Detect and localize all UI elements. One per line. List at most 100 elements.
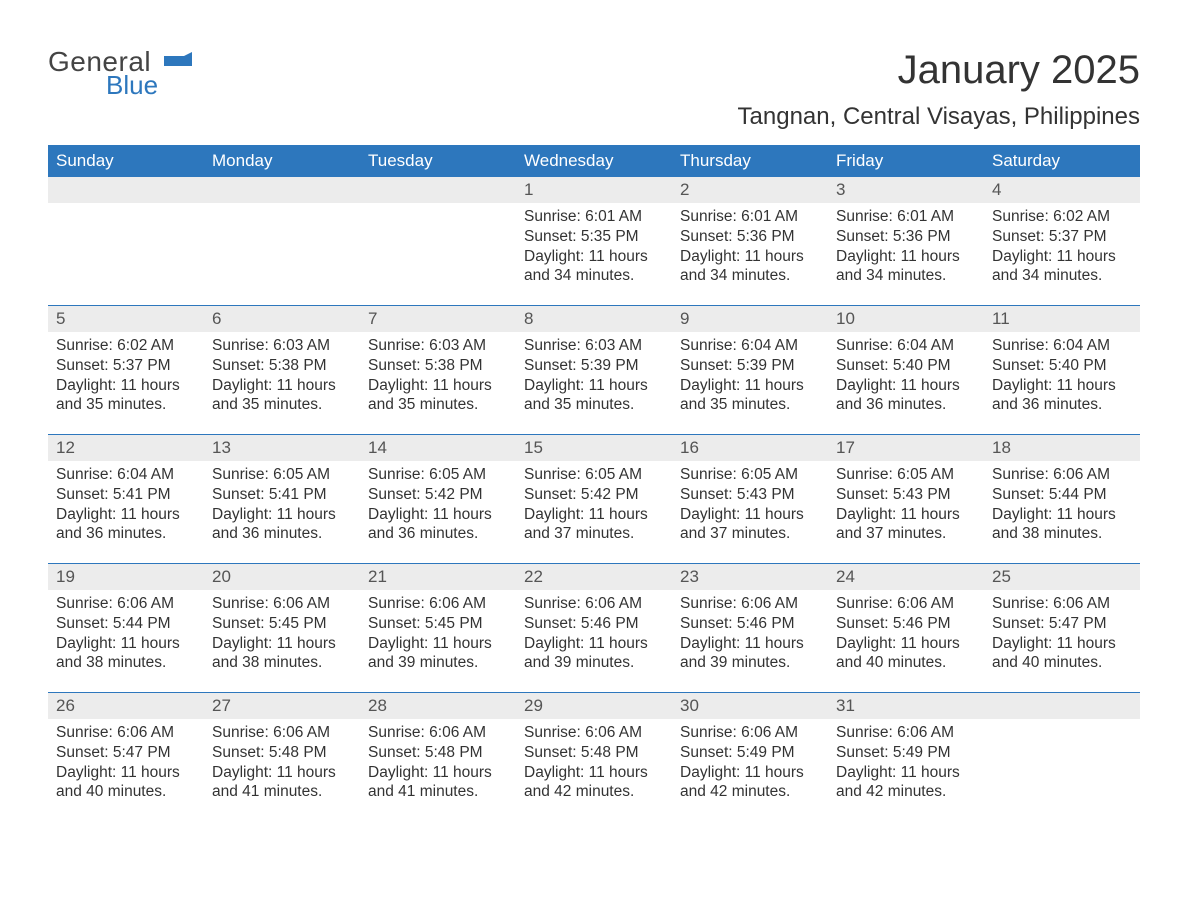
day-cell: 31Sunrise: 6:06 AMSunset: 5:49 PMDayligh… xyxy=(828,693,984,821)
day-number-bar: 30 xyxy=(672,693,828,719)
day-body: Sunrise: 6:04 AMSunset: 5:39 PMDaylight:… xyxy=(672,332,828,419)
sunset-text: Sunset: 5:41 PM xyxy=(212,485,352,505)
day-cell: 14Sunrise: 6:05 AMSunset: 5:42 PMDayligh… xyxy=(360,435,516,563)
logo: General Blue xyxy=(48,48,198,98)
sunrise-text: Sunrise: 6:05 AM xyxy=(680,465,820,485)
day-number: 12 xyxy=(56,438,75,457)
daylight-text: Daylight: 11 hours and 37 minutes. xyxy=(836,505,976,545)
sunrise-text: Sunrise: 6:06 AM xyxy=(992,594,1132,614)
day-body: Sunrise: 6:05 AMSunset: 5:43 PMDaylight:… xyxy=(828,461,984,548)
week-row: 1Sunrise: 6:01 AMSunset: 5:35 PMDaylight… xyxy=(48,177,1140,305)
day-body: Sunrise: 6:06 AMSunset: 5:44 PMDaylight:… xyxy=(48,590,204,677)
title-block: January 2025 Tangnan, Central Visayas, P… xyxy=(738,48,1140,139)
day-number: 9 xyxy=(680,309,689,328)
sunset-text: Sunset: 5:46 PM xyxy=(680,614,820,634)
day-cell: 6Sunrise: 6:03 AMSunset: 5:38 PMDaylight… xyxy=(204,306,360,434)
sunset-text: Sunset: 5:44 PM xyxy=(992,485,1132,505)
day-cell: 30Sunrise: 6:06 AMSunset: 5:49 PMDayligh… xyxy=(672,693,828,821)
day-number: 7 xyxy=(368,309,377,328)
daylight-text: Daylight: 11 hours and 38 minutes. xyxy=(212,634,352,674)
day-number: 20 xyxy=(212,567,231,586)
day-cell: 17Sunrise: 6:05 AMSunset: 5:43 PMDayligh… xyxy=(828,435,984,563)
sunset-text: Sunset: 5:49 PM xyxy=(836,743,976,763)
day-number-bar: 5 xyxy=(48,306,204,332)
day-cell: 2Sunrise: 6:01 AMSunset: 5:36 PMDaylight… xyxy=(672,177,828,305)
day-number: 11 xyxy=(992,309,1010,328)
sunrise-text: Sunrise: 6:06 AM xyxy=(56,594,196,614)
day-cell xyxy=(360,177,516,305)
sunset-text: Sunset: 5:36 PM xyxy=(680,227,820,247)
sunrise-text: Sunrise: 6:02 AM xyxy=(56,336,196,356)
day-number: 31 xyxy=(836,696,855,715)
day-body: Sunrise: 6:06 AMSunset: 5:46 PMDaylight:… xyxy=(516,590,672,677)
sunrise-text: Sunrise: 6:04 AM xyxy=(992,336,1132,356)
sunset-text: Sunset: 5:36 PM xyxy=(836,227,976,247)
sunset-text: Sunset: 5:45 PM xyxy=(212,614,352,634)
day-body: Sunrise: 6:06 AMSunset: 5:46 PMDaylight:… xyxy=(672,590,828,677)
sunset-text: Sunset: 5:40 PM xyxy=(992,356,1132,376)
day-body: Sunrise: 6:06 AMSunset: 5:45 PMDaylight:… xyxy=(360,590,516,677)
day-number-bar: 8 xyxy=(516,306,672,332)
day-cell: 13Sunrise: 6:05 AMSunset: 5:41 PMDayligh… xyxy=(204,435,360,563)
day-body: Sunrise: 6:01 AMSunset: 5:35 PMDaylight:… xyxy=(516,203,672,290)
daylight-text: Daylight: 11 hours and 37 minutes. xyxy=(524,505,664,545)
day-cell: 7 Sunrise: 6:03 AMSunset: 5:38 PMDaylight… xyxy=(360,306,516,434)
sunset-text: Sunset: 5:48 PM xyxy=(368,743,508,763)
day-body: Sunrise: 6:02 AMSunset: 5:37 PMDaylight:… xyxy=(48,332,204,419)
daylight-text: Daylight: 11 hours and 39 minutes. xyxy=(524,634,664,674)
sunrise-text: Sunrise: 6:06 AM xyxy=(836,594,976,614)
day-number-bar: 2 xyxy=(672,177,828,203)
day-cell: 16Sunrise: 6:05 AMSunset: 5:43 PMDayligh… xyxy=(672,435,828,563)
day-number-bar: 3 xyxy=(828,177,984,203)
day-body: Sunrise: 6:03 AMSunset: 5:38 PMDaylight:… xyxy=(204,332,360,419)
day-body: Sunrise: 6:05 AMSunset: 5:41 PMDaylight:… xyxy=(204,461,360,548)
sunrise-text: Sunrise: 6:04 AM xyxy=(56,465,196,485)
day-of-week-header: Monday xyxy=(204,145,360,177)
page-header: General Blue January 2025 Tangnan, Centr… xyxy=(48,48,1140,139)
sunrise-text: Sunrise: 6:01 AM xyxy=(836,207,976,227)
sunrise-text: Sunrise: 6:05 AM xyxy=(212,465,352,485)
sunrise-text: Sunrise: 6:05 AM xyxy=(368,465,508,485)
day-body: Sunrise: 6:06 AMSunset: 5:47 PMDaylight:… xyxy=(48,719,204,806)
sunrise-text: Sunrise: 6:06 AM xyxy=(836,723,976,743)
day-number-bar: 14 xyxy=(360,435,516,461)
flag-icon xyxy=(164,52,198,79)
day-number-bar: 28 xyxy=(360,693,516,719)
day-cell xyxy=(204,177,360,305)
sunset-text: Sunset: 5:47 PM xyxy=(56,743,196,763)
day-number-bar: 21 xyxy=(360,564,516,590)
day-body: Sunrise: 6:05 AMSunset: 5:42 PMDaylight:… xyxy=(516,461,672,548)
sunset-text: Sunset: 5:40 PM xyxy=(836,356,976,376)
sunset-text: Sunset: 5:38 PM xyxy=(368,356,508,376)
day-number-bar: 17 xyxy=(828,435,984,461)
sunrise-text: Sunrise: 6:02 AM xyxy=(992,207,1132,227)
day-body: Sunrise: 6:04 AMSunset: 5:41 PMDaylight:… xyxy=(48,461,204,548)
day-number: 30 xyxy=(680,696,699,715)
sunset-text: Sunset: 5:46 PM xyxy=(524,614,664,634)
daylight-text: Daylight: 11 hours and 36 minutes. xyxy=(56,505,196,545)
day-body: Sunrise: 6:06 AMSunset: 5:45 PMDaylight:… xyxy=(204,590,360,677)
day-number-bar: 12 xyxy=(48,435,204,461)
week-row: 26Sunrise: 6:06 AMSunset: 5:47 PMDayligh… xyxy=(48,692,1140,821)
day-body: Sunrise: 6:03 AMSunset: 5:38 PMDaylight:… xyxy=(360,332,516,419)
day-of-week-header: Tuesday xyxy=(360,145,516,177)
sunrise-text: Sunrise: 6:06 AM xyxy=(524,723,664,743)
day-body: Sunrise: 6:02 AMSunset: 5:37 PMDaylight:… xyxy=(984,203,1140,290)
day-number-bar xyxy=(204,177,360,203)
sunset-text: Sunset: 5:37 PM xyxy=(992,227,1132,247)
day-of-week-header: Wednesday xyxy=(516,145,672,177)
day-cell: 23Sunrise: 6:06 AMSunset: 5:46 PMDayligh… xyxy=(672,564,828,692)
daylight-text: Daylight: 11 hours and 34 minutes. xyxy=(524,247,664,287)
sunrise-text: Sunrise: 6:06 AM xyxy=(524,594,664,614)
day-number: 10 xyxy=(836,309,855,328)
day-number-bar: 16 xyxy=(672,435,828,461)
day-number-bar: 29 xyxy=(516,693,672,719)
sunset-text: Sunset: 5:44 PM xyxy=(56,614,196,634)
daylight-text: Daylight: 11 hours and 39 minutes. xyxy=(680,634,820,674)
day-number: 27 xyxy=(212,696,231,715)
day-cell: 22Sunrise: 6:06 AMSunset: 5:46 PMDayligh… xyxy=(516,564,672,692)
sunrise-text: Sunrise: 6:04 AM xyxy=(680,336,820,356)
day-cell: 29Sunrise: 6:06 AMSunset: 5:48 PMDayligh… xyxy=(516,693,672,821)
calendar: SundayMondayTuesdayWednesdayThursdayFrid… xyxy=(48,145,1140,821)
day-cell xyxy=(48,177,204,305)
